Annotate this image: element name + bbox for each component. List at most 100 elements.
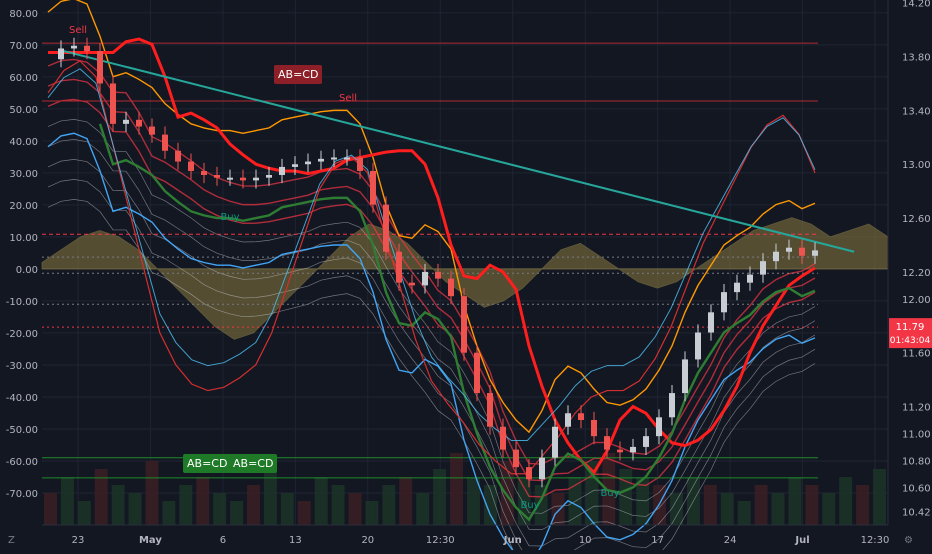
candle-body: [656, 417, 662, 437]
left-axis-tick-label: 10.00: [9, 233, 38, 244]
candle-body: [357, 157, 363, 171]
candle-body: [240, 177, 246, 181]
timezone-icon[interactable]: Z: [8, 535, 15, 546]
signal-label: Buy: [220, 212, 239, 223]
candle-body: [591, 420, 597, 437]
volume-bar: [44, 493, 57, 525]
volume-layer: [44, 453, 886, 525]
candle-body: [71, 45, 77, 49]
candle-body: [604, 436, 610, 450]
candle-body: [487, 393, 493, 427]
candle-body: [734, 282, 740, 293]
volume-bar: [602, 453, 616, 525]
x-axis-tick-label: Jun: [503, 535, 522, 546]
volume-bar: [247, 485, 260, 525]
last-price-label: 11.79: [896, 322, 925, 333]
candle-body: [84, 45, 90, 52]
ribbon-line: [47, 58, 816, 465]
right-axis-tick-label: 10.60: [902, 483, 931, 494]
volume-bar: [500, 461, 514, 525]
candle-body: [799, 247, 805, 256]
left-axis-tick-label: -20.00: [6, 329, 38, 340]
candle-body: [617, 449, 623, 453]
signal-label: Buy: [520, 500, 539, 511]
volume-bar: [77, 501, 91, 525]
volume-bar: [788, 477, 802, 525]
volume-bar: [145, 461, 159, 525]
pattern-badge-1: AB=CD: [274, 65, 323, 84]
candle-body: [786, 247, 792, 252]
annotations-layer: Sell Sell Buy Buy Buy: [69, 25, 620, 511]
volume-bar: [94, 469, 108, 525]
volume-bar: [720, 493, 734, 525]
x-axis-tick-label: 13: [289, 535, 302, 546]
volume-bar: [213, 493, 227, 525]
ribbon-line: [47, 139, 816, 530]
candle-body: [162, 134, 168, 151]
volume-bar: [128, 493, 142, 525]
ribbon-line: [47, 179, 816, 554]
axes-layer: 80.0070.0060.0050.0040.0030.0020.0010.00…: [6, 0, 932, 546]
candle-body: [110, 83, 116, 124]
left-axis-tick-label: -30.00: [6, 361, 38, 372]
volume-bar: [551, 493, 565, 525]
green-support-line: [98, 123, 816, 522]
right-axis-panel: [888, 0, 932, 525]
x-axis-tick-label: 12:30: [426, 535, 455, 546]
left-axis-tick-label: 50.00: [9, 105, 38, 116]
volume-bar: [483, 485, 497, 525]
candle-body: [331, 157, 337, 160]
candle-body: [682, 359, 688, 394]
right-axis-tick-label: 14.20: [902, 0, 931, 10]
x-axis-tick-label: 23: [72, 535, 85, 546]
right-axis-tick-label: 13.00: [902, 160, 931, 171]
volume-bar: [111, 485, 125, 525]
x-axis-tick-label: 20: [361, 535, 374, 546]
right-axis-tick-label: 11.00: [902, 429, 931, 440]
left-axis-tick-label: 20.00: [9, 201, 38, 212]
x-axis-tick-label: 12:30: [861, 535, 890, 546]
lower-channel-line: [47, 132, 816, 554]
candle-body: [253, 177, 259, 181]
settings-icon[interactable]: ⚙: [904, 535, 913, 546]
signal-label: Buy: [600, 488, 619, 499]
x-axis-tick-label: 10: [579, 535, 592, 546]
left-axis-tick-label: -40.00: [6, 393, 38, 404]
left-axis-tick-label: -60.00: [6, 457, 38, 468]
volume-bar: [754, 485, 768, 525]
candle-body: [292, 164, 298, 167]
right-axis-tick-label: 10.80: [902, 456, 931, 467]
left-axis-panel: [0, 0, 42, 525]
volume-bar: [771, 493, 785, 525]
x-axis-tick-label: 6: [220, 535, 226, 546]
oscillator-blue-line: [47, 68, 816, 441]
signal-label: Sell: [69, 25, 87, 36]
volume-bar: [839, 477, 853, 525]
volume-bar: [737, 501, 751, 525]
oscillator-red-line: [47, 60, 816, 475]
candle-body: [214, 175, 220, 178]
candle-body: [58, 48, 64, 60]
volume-bar: [230, 501, 244, 525]
left-axis-tick-label: 80.00: [9, 9, 38, 20]
candle-body: [344, 157, 350, 160]
pattern-badge-2: AB=CD: [183, 454, 232, 473]
lagging-red-line: [48, 37, 816, 475]
ribbon-line: [47, 199, 816, 554]
candle-body: [422, 271, 428, 286]
candle-body: [500, 426, 506, 450]
trendline: [58, 48, 855, 253]
candle-body: [448, 278, 454, 297]
candle-body: [721, 292, 727, 313]
left-axis-tick-label: 70.00: [9, 41, 38, 52]
candle-body: [149, 126, 155, 135]
volume-bar: [382, 485, 396, 525]
volume-bar: [196, 477, 210, 525]
signal-label: Sell: [339, 93, 357, 104]
volume-bar: [348, 493, 362, 525]
volume-bar: [314, 477, 328, 525]
candle-body: [565, 413, 571, 427]
volume-bar: [297, 501, 311, 525]
